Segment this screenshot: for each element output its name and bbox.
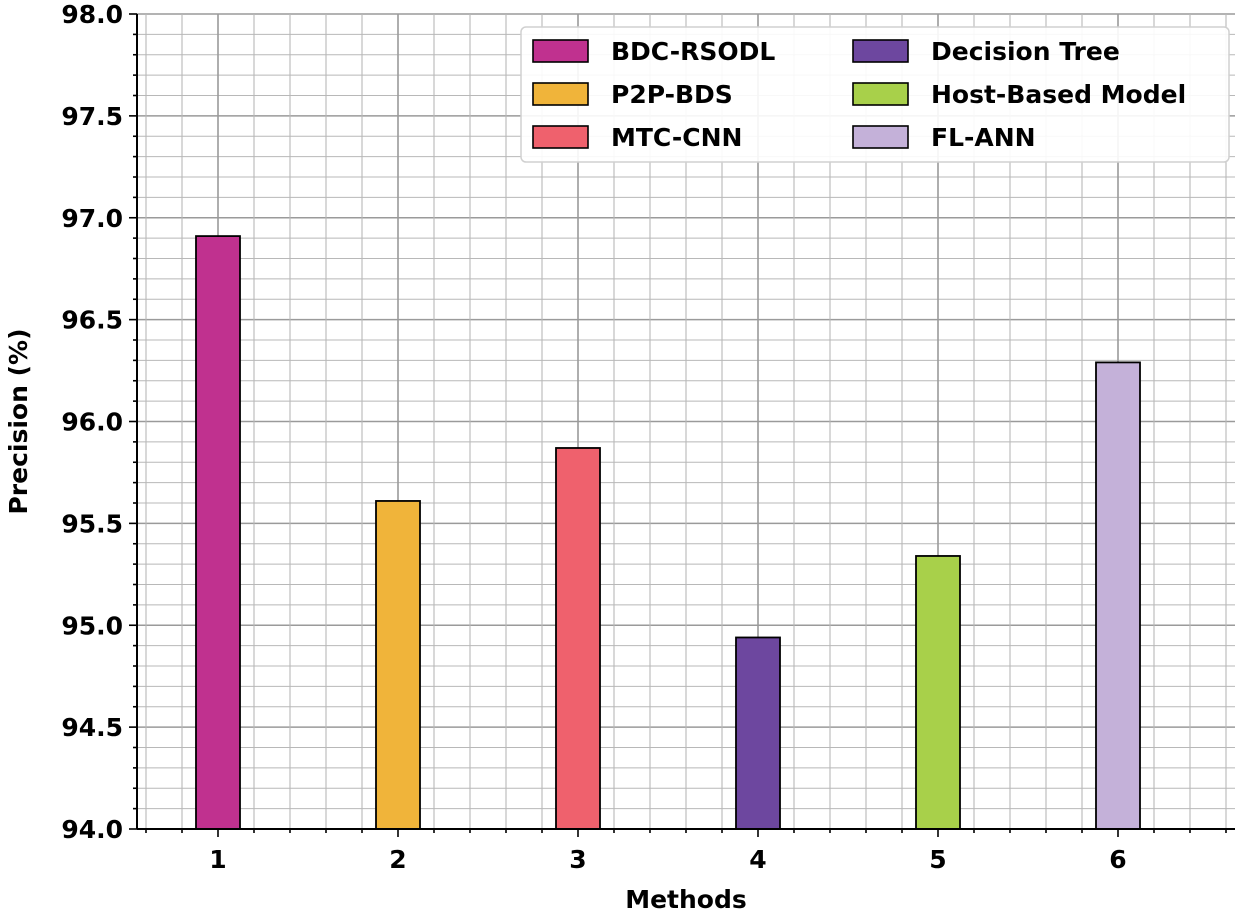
legend-label: P2P-BDS [611, 80, 733, 109]
legend-swatch [532, 39, 589, 63]
x-tick-label: 3 [569, 845, 586, 874]
legend-label: BDC-RSODL [611, 37, 775, 66]
y-tick-label: 94.5 [61, 713, 123, 742]
bar-bdc-rsodl [195, 235, 241, 830]
bar-mtc-cnn [555, 447, 601, 830]
y-tick-label: 98.0 [61, 0, 123, 29]
legend-label: FL-ANN [931, 123, 1036, 152]
x-tick-label: 6 [1109, 845, 1126, 874]
y-tick-label: 96.5 [61, 306, 123, 335]
x-tick-label: 4 [749, 845, 766, 874]
bar-p2p-bds [375, 500, 421, 830]
legend-swatch [852, 82, 909, 106]
legend-label: Host-Based Model [931, 80, 1186, 109]
y-tick-label: 94.0 [61, 815, 123, 844]
legend-swatch [532, 82, 589, 106]
x-tick-label: 2 [389, 845, 406, 874]
legend-label: Decision Tree [931, 37, 1120, 66]
bar-host-based-model [915, 555, 961, 830]
x-tick-label: 5 [929, 845, 946, 874]
bar-decision-tree [735, 636, 781, 830]
legend-swatch [852, 39, 909, 63]
y-tick-label: 97.5 [61, 102, 123, 131]
x-axis-label: Methods [625, 885, 747, 914]
y-tick-label: 96.0 [61, 408, 123, 437]
legend-swatch [532, 125, 589, 149]
y-tick-label: 95.5 [61, 509, 123, 538]
legend: BDC-RSODL P2P-BDS MTC-CNN Decision Tree Host… [520, 26, 1230, 163]
y-axis-label: Precision (%) [4, 328, 33, 514]
axes: 94.0 94.5 95.0 95.5 96.0 96.5 97.0 97.5 98.0 1 2 3 4… [61, 0, 1235, 874]
legend-label: MTC-CNN [611, 123, 742, 152]
y-tick-label: 97.0 [61, 204, 123, 233]
bar-fl-ann [1095, 361, 1141, 830]
x-tick-label: 1 [209, 845, 226, 874]
bars [195, 235, 1141, 830]
y-tick-label: 95.0 [61, 611, 123, 640]
legend-swatch [852, 125, 909, 149]
